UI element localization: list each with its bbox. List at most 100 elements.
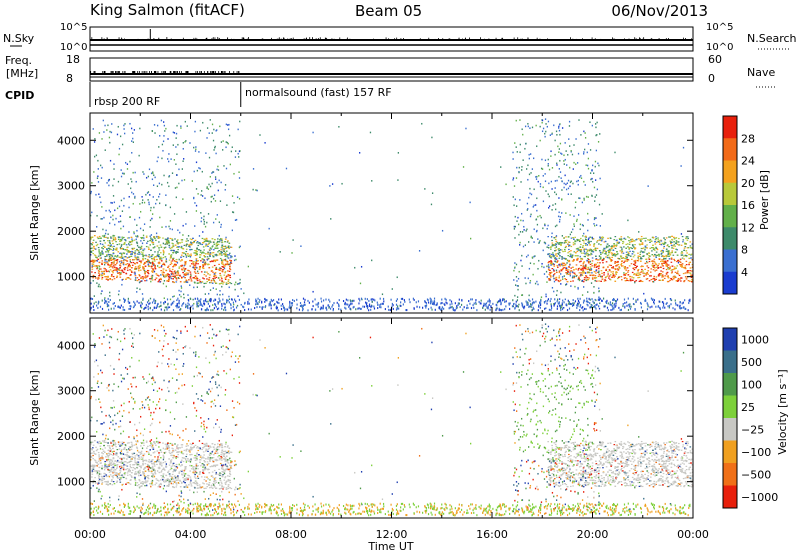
power-cell <box>121 245 122 247</box>
power-cell <box>668 281 670 282</box>
power-cell <box>512 158 513 160</box>
power-cell <box>155 302 156 304</box>
power-cell <box>669 268 671 269</box>
power-cell <box>109 267 111 268</box>
power-cell <box>179 275 181 276</box>
power-cell <box>153 207 154 209</box>
power-cell <box>100 241 102 242</box>
power-cell <box>572 271 573 273</box>
power-cell <box>126 273 128 274</box>
power-cell <box>119 270 121 271</box>
power-cell <box>577 239 579 240</box>
power-cell <box>201 221 202 223</box>
power-cell <box>217 259 219 260</box>
power-cell <box>281 308 282 310</box>
power-cell <box>138 270 140 271</box>
power-cell <box>683 306 684 308</box>
power-cell <box>154 177 155 179</box>
power-cell <box>664 275 666 276</box>
power-cell <box>587 267 589 268</box>
power-cell <box>202 252 204 253</box>
power-cell <box>584 267 586 268</box>
power-cell <box>667 251 669 252</box>
power-cell <box>646 244 648 245</box>
power-cell <box>670 242 672 243</box>
power-cell <box>582 280 583 282</box>
power-cell <box>136 243 138 244</box>
power-cell <box>607 273 609 274</box>
power-cell <box>591 268 592 270</box>
power-cell <box>514 185 515 187</box>
power-cell <box>590 179 591 181</box>
power-cell <box>121 169 122 171</box>
power-cell <box>551 303 552 305</box>
power-cell <box>536 178 537 180</box>
power-cell <box>165 194 166 196</box>
power-cell <box>145 258 147 259</box>
power-cell <box>92 242 94 243</box>
power-cell <box>542 228 543 230</box>
power-cell <box>533 205 534 207</box>
power-cell <box>119 261 120 263</box>
power-cell <box>104 297 105 299</box>
power-cell <box>558 216 559 218</box>
power-cell <box>551 236 552 238</box>
power-cell <box>537 284 538 286</box>
power-cell <box>151 173 152 175</box>
power-cell <box>623 262 625 263</box>
power-cell <box>657 239 659 240</box>
power-cell <box>602 259 604 260</box>
power-cell <box>553 278 554 280</box>
power-cell <box>130 305 131 307</box>
power-cell <box>536 197 537 199</box>
power-cell <box>642 270 644 271</box>
power-cell <box>647 274 649 275</box>
power-cell <box>566 270 568 271</box>
power-cell <box>133 172 134 174</box>
power-cell <box>598 280 600 281</box>
power-cell <box>128 207 129 209</box>
station-title: King Salmon (fitACF) <box>90 1 245 19</box>
power-cell <box>112 185 113 187</box>
power-cell <box>120 274 122 275</box>
power-cell <box>226 204 227 206</box>
power-cell <box>618 266 620 267</box>
power-cell <box>543 128 544 130</box>
power-cell <box>535 204 536 206</box>
power-cell <box>221 278 223 279</box>
power-cell <box>633 260 635 261</box>
power-cell <box>120 272 121 274</box>
power-cell <box>596 270 597 272</box>
power-cell <box>180 281 182 282</box>
power-cell <box>117 134 118 136</box>
power-cell <box>573 259 575 260</box>
power-cell <box>129 259 131 260</box>
power-cell <box>214 281 216 282</box>
power-cell <box>98 286 99 288</box>
power-cell <box>212 124 213 126</box>
power-cell <box>165 274 167 275</box>
power-cell <box>114 256 116 257</box>
power-cell <box>227 241 229 242</box>
power-cell <box>561 270 563 271</box>
power-cell <box>577 287 578 289</box>
power-cell <box>542 120 543 122</box>
power-cell <box>552 204 553 206</box>
power-cell <box>173 144 174 146</box>
power-cell <box>178 183 179 185</box>
power-cell <box>574 276 575 278</box>
power-cell <box>227 300 228 302</box>
power-cell <box>114 237 116 238</box>
power-cell <box>118 221 119 223</box>
power-cell <box>531 194 532 196</box>
power-cell <box>658 275 660 276</box>
power-cell <box>140 247 142 248</box>
power-cell <box>222 269 224 270</box>
power-cell <box>133 248 135 249</box>
power-cell <box>101 251 103 252</box>
power-cell <box>618 264 620 265</box>
power-cell <box>104 264 105 266</box>
power-cell <box>156 273 158 274</box>
power-cell <box>560 273 561 275</box>
power-cell <box>562 181 563 183</box>
